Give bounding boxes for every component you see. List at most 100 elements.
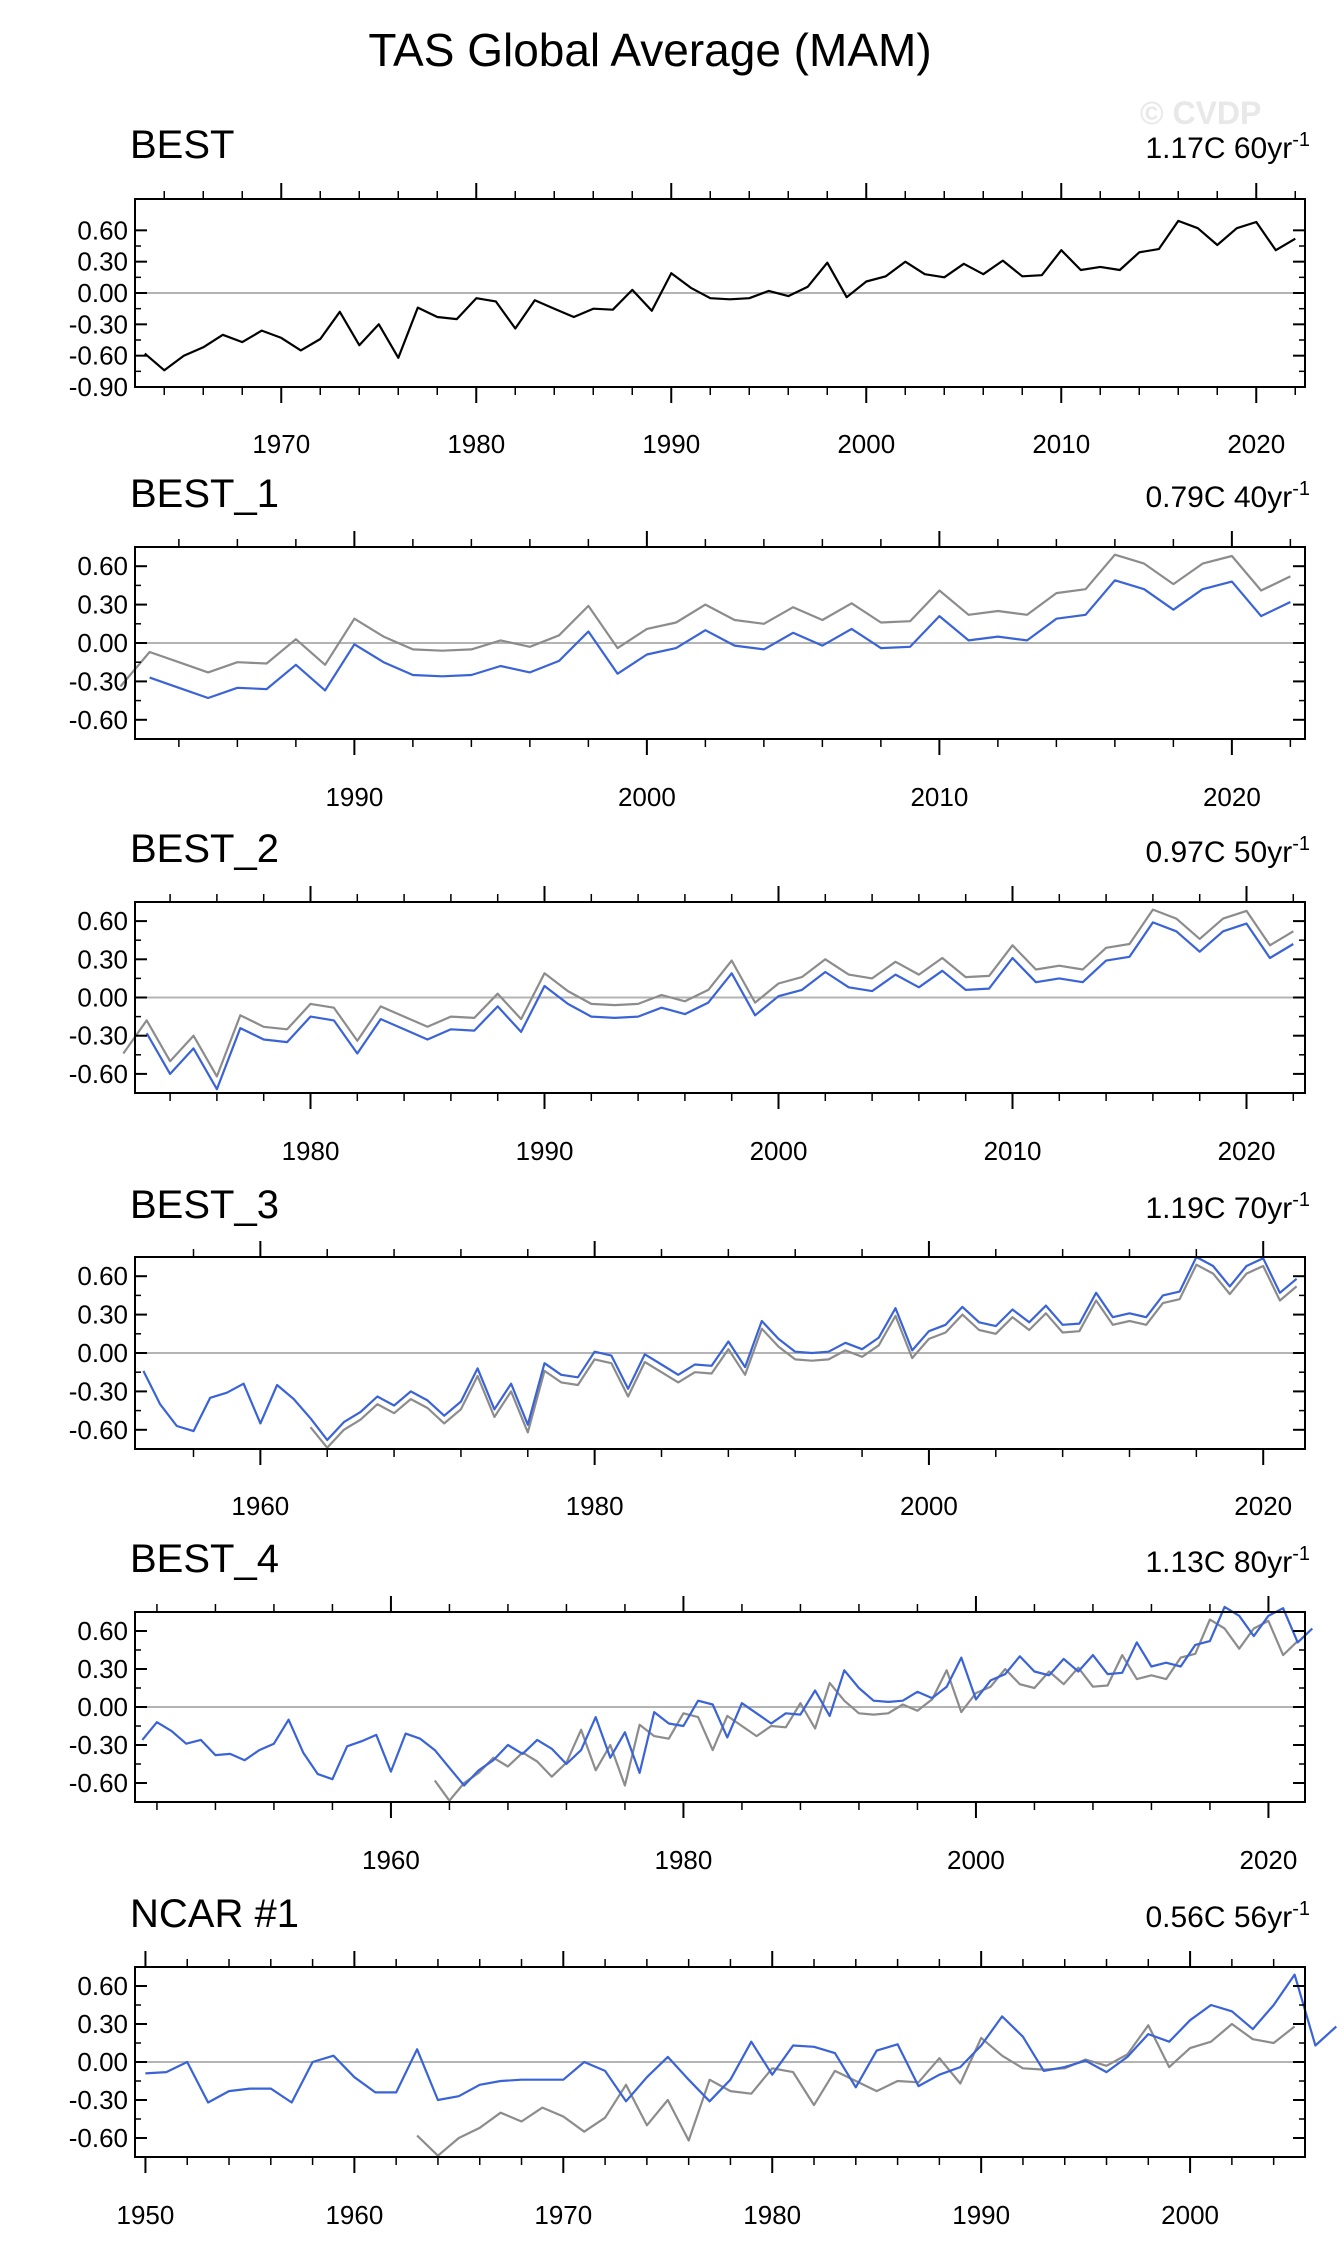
x-tick-label: 1970 [534,2200,592,2230]
trend-superscript: -1 [1292,478,1310,500]
x-tick-label: 2020 [1203,782,1261,812]
y-tick-label: 0.30 [77,1654,128,1684]
trend-label: 1.19C 70yr-1 [1145,1189,1310,1225]
series-line-model [149,579,1291,700]
x-tick-label: 1980 [447,429,505,459]
y-tick-label: -0.30 [69,1021,128,1051]
y-tick-label: 0.30 [77,1300,128,1330]
series-line-model [145,1973,1338,2104]
x-tick-label: 1990 [325,782,383,812]
y-tick-label: 0.30 [77,247,128,277]
y-tick-label: 0.00 [77,628,128,658]
series-line-reference [309,1263,1298,1449]
y-tick-label: -0.60 [69,1768,128,1798]
trend-label: 0.56C 56yr-1 [1145,1898,1310,1934]
x-tick-label: 1950 [117,2200,175,2230]
trend-label: 0.97C 50yr-1 [1145,833,1310,869]
x-tick-label: 1960 [325,2200,383,2230]
figure-title: TAS Global Average (MAM) [368,24,931,76]
series-line-observed [144,219,1296,372]
x-tick-label: 2020 [1227,429,1285,459]
trend-value: 0.56C 56yr [1145,1901,1292,1934]
y-tick-label: 0.60 [77,215,128,245]
panels: BEST 1.17C 60yr-10.600.300.00-0.30-0.60-0… [69,123,1338,2230]
y-tick-label: -0.90 [69,372,128,402]
trend-value: 1.19C 70yr [1145,1192,1292,1225]
y-tick-label: -0.30 [69,1730,128,1760]
x-tick-label: 1970 [252,429,310,459]
x-tick-label: 2010 [984,1136,1042,1166]
y-tick-label: -0.60 [69,1415,128,1445]
x-tick-label: 1980 [566,1491,624,1521]
y-tick-label: -0.30 [69,1376,128,1406]
trend-label: 1.17C 60yr-1 [1145,129,1310,165]
trend-value: 1.13C 80yr [1145,1546,1292,1579]
trend-label: 1.13C 80yr-1 [1145,1543,1310,1579]
x-tick-label: 2020 [1240,1845,1298,1875]
x-tick-label: 2020 [1234,1491,1292,1521]
trend-superscript: -1 [1292,1189,1310,1211]
trend-value: 0.79C 40yr [1145,481,1292,514]
trend-superscript: -1 [1292,833,1310,855]
series-line-model [145,921,1294,1091]
panel-5: BEST_4 1.13C 80yr-1 0.60 0.30 0.00 -0.30 -0.60… [69,1537,1314,1875]
y-tick-label: 0.00 [77,2047,128,2077]
y-tick-label: 0.30 [77,944,128,974]
panel-title: BEST_4 [130,1537,279,1581]
x-tick-label: 2000 [750,1136,808,1166]
x-tick-label: 2000 [618,782,676,812]
x-tick-label: 1980 [282,1136,340,1166]
panel-title: BEST [130,123,234,167]
series-line-model [141,1605,1314,1787]
y-tick-label: 0.00 [77,1338,128,1368]
y-tick-label: 0.00 [77,278,128,308]
y-tick-label: 0.60 [77,1971,128,2001]
series-line-reference [416,2022,1296,2157]
x-tick-label: 1980 [743,2200,801,2230]
panel-title: BEST_3 [130,1183,279,1227]
panel-title: BEST_2 [130,827,279,871]
panel-3: BEST_2 0.97C 50yr-1 0.60 0.30 0.00 -0.30 -0.60… [69,827,1310,1166]
trend-value: 1.17C 60yr [1145,132,1292,165]
panel-4: BEST_3 1.19C 70yr-1 0.60 0.30 0.00 -0.30 -0.60… [69,1183,1310,1521]
y-tick-label: 0.60 [77,551,128,581]
x-tick-label: 1980 [655,1845,713,1875]
y-tick-label: -0.60 [69,341,128,371]
series-line-reference [433,1618,1299,1802]
series-line-reference [122,908,1294,1078]
trend-value: 0.97C 50yr [1145,836,1292,869]
x-tick-label: 2000 [1161,2200,1219,2230]
panel-6: NCAR #1 0.56C 56yr-1 0.60 0.30 0.00 -0.30 -0.6… [69,1892,1338,2230]
trend-superscript: -1 [1292,1543,1310,1565]
x-tick-label: 1960 [231,1491,289,1521]
y-tick-label: -0.30 [69,2085,128,2115]
panel-1: BEST 1.17C 60yr-1 0.600.300.00-0.30-0.60-0… [69,123,1310,459]
x-tick-label: 2020 [1218,1136,1276,1166]
x-tick-label: 2010 [910,782,968,812]
y-tick-label: 0.60 [77,906,128,936]
series-line-model [142,1255,1298,1442]
trend-superscript: -1 [1292,1898,1310,1920]
y-tick-label: 0.30 [77,2009,128,2039]
series-line-reference [119,553,1291,688]
y-tick-label: 0.00 [77,1692,128,1722]
panel-title: BEST_1 [130,472,279,516]
y-tick-label: -0.60 [69,705,128,735]
x-tick-label: 2000 [947,1845,1005,1875]
trend-label: 0.79C 40yr-1 [1145,478,1310,514]
watermark: © CVDP [1140,95,1261,131]
y-tick-label: -0.60 [69,1059,128,1089]
x-tick-label: 2010 [1032,429,1090,459]
y-tick-label: 0.60 [77,1616,128,1646]
x-tick-label: 2000 [837,429,895,459]
y-tick-label: 0.30 [77,590,128,620]
y-tick-label: -0.30 [69,666,128,696]
y-tick-label: -0.30 [69,309,128,339]
x-tick-label: 1960 [362,1845,420,1875]
trend-superscript: -1 [1292,129,1310,151]
x-tick-label: 1990 [516,1136,574,1166]
y-tick-label: 0.60 [77,1261,128,1291]
x-tick-label: 2000 [900,1491,958,1521]
panel-title: NCAR #1 [130,1892,299,1936]
